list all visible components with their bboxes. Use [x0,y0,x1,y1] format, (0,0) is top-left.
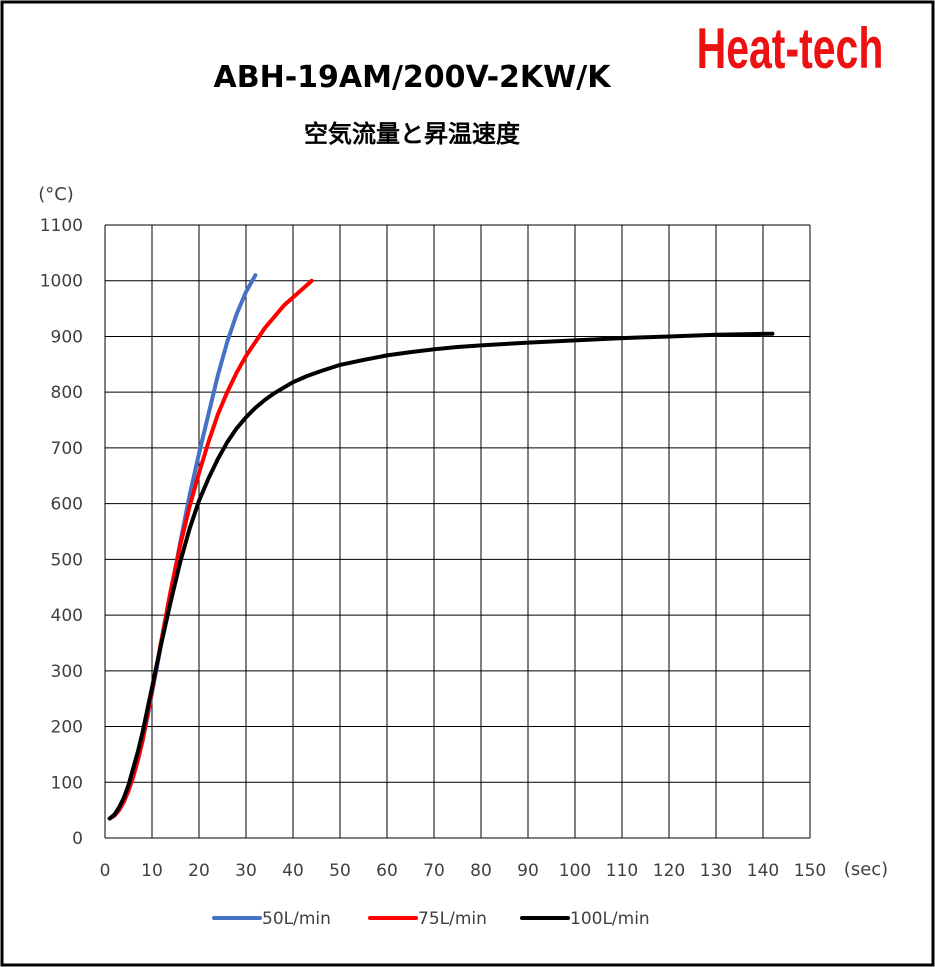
legend-label: 75L/min [418,909,487,929]
brand-logo: Heat-tech [697,16,884,80]
x-tick-label: 40 [282,861,304,881]
x-tick-label: 60 [376,861,398,881]
y-tick-label: 200 [51,718,83,738]
x-tick-label: 130 [700,861,732,881]
y-tick-label: 700 [51,439,83,459]
legend-label: 50L/min [262,909,331,929]
series-lines [107,273,775,821]
x-tick-label: 70 [423,861,445,881]
x-tick-label: 80 [470,861,492,881]
y-tick-label: 1100 [40,216,83,236]
x-tick-label: 30 [235,861,257,881]
x-tick-label: 150 [794,861,826,881]
chart-subtitle: 空気流量と昇温速度 [304,120,521,148]
y-tick-label: 500 [51,550,83,570]
x-tick-label: 100 [559,861,591,881]
x-axis-ticks: 0 10 20 30 40 50 60 70 80 90 100 110 120 130 140 150 [100,861,827,881]
x-tick-label: 50 [329,861,351,881]
y-tick-label: 600 [51,495,83,515]
x-axis-unit: (sec) [844,859,888,880]
y-tick-label: 1000 [40,272,83,292]
chart-title: ABH-19AM/200V-2KW/K [214,60,613,95]
y-axis-unit: (°C) [38,184,74,205]
y-tick-label: 100 [51,773,83,793]
legend: 50L/min 75L/min 100L/min [212,909,650,929]
y-tick-label: 400 [51,606,83,626]
y-tick-label: 300 [51,662,83,682]
x-tick-label: 140 [747,861,779,881]
legend-label: 100L/min [570,909,650,929]
x-tick-label: 20 [188,861,210,881]
y-tick-label: 800 [51,383,83,403]
x-tick-label: 0 [100,861,111,881]
x-tick-label: 120 [653,861,685,881]
y-tick-label: 0 [72,829,83,849]
y-tick-label: 900 [51,327,83,347]
y-axis-ticks: 0 100 200 300 400 500 600 700 800 900 1000 1100 [40,216,83,849]
x-tick-label: 110 [606,861,638,881]
x-tick-label: 90 [517,861,539,881]
x-tick-label: 10 [141,861,163,881]
grid [104,224,811,839]
series-line-100l-min [107,331,775,821]
